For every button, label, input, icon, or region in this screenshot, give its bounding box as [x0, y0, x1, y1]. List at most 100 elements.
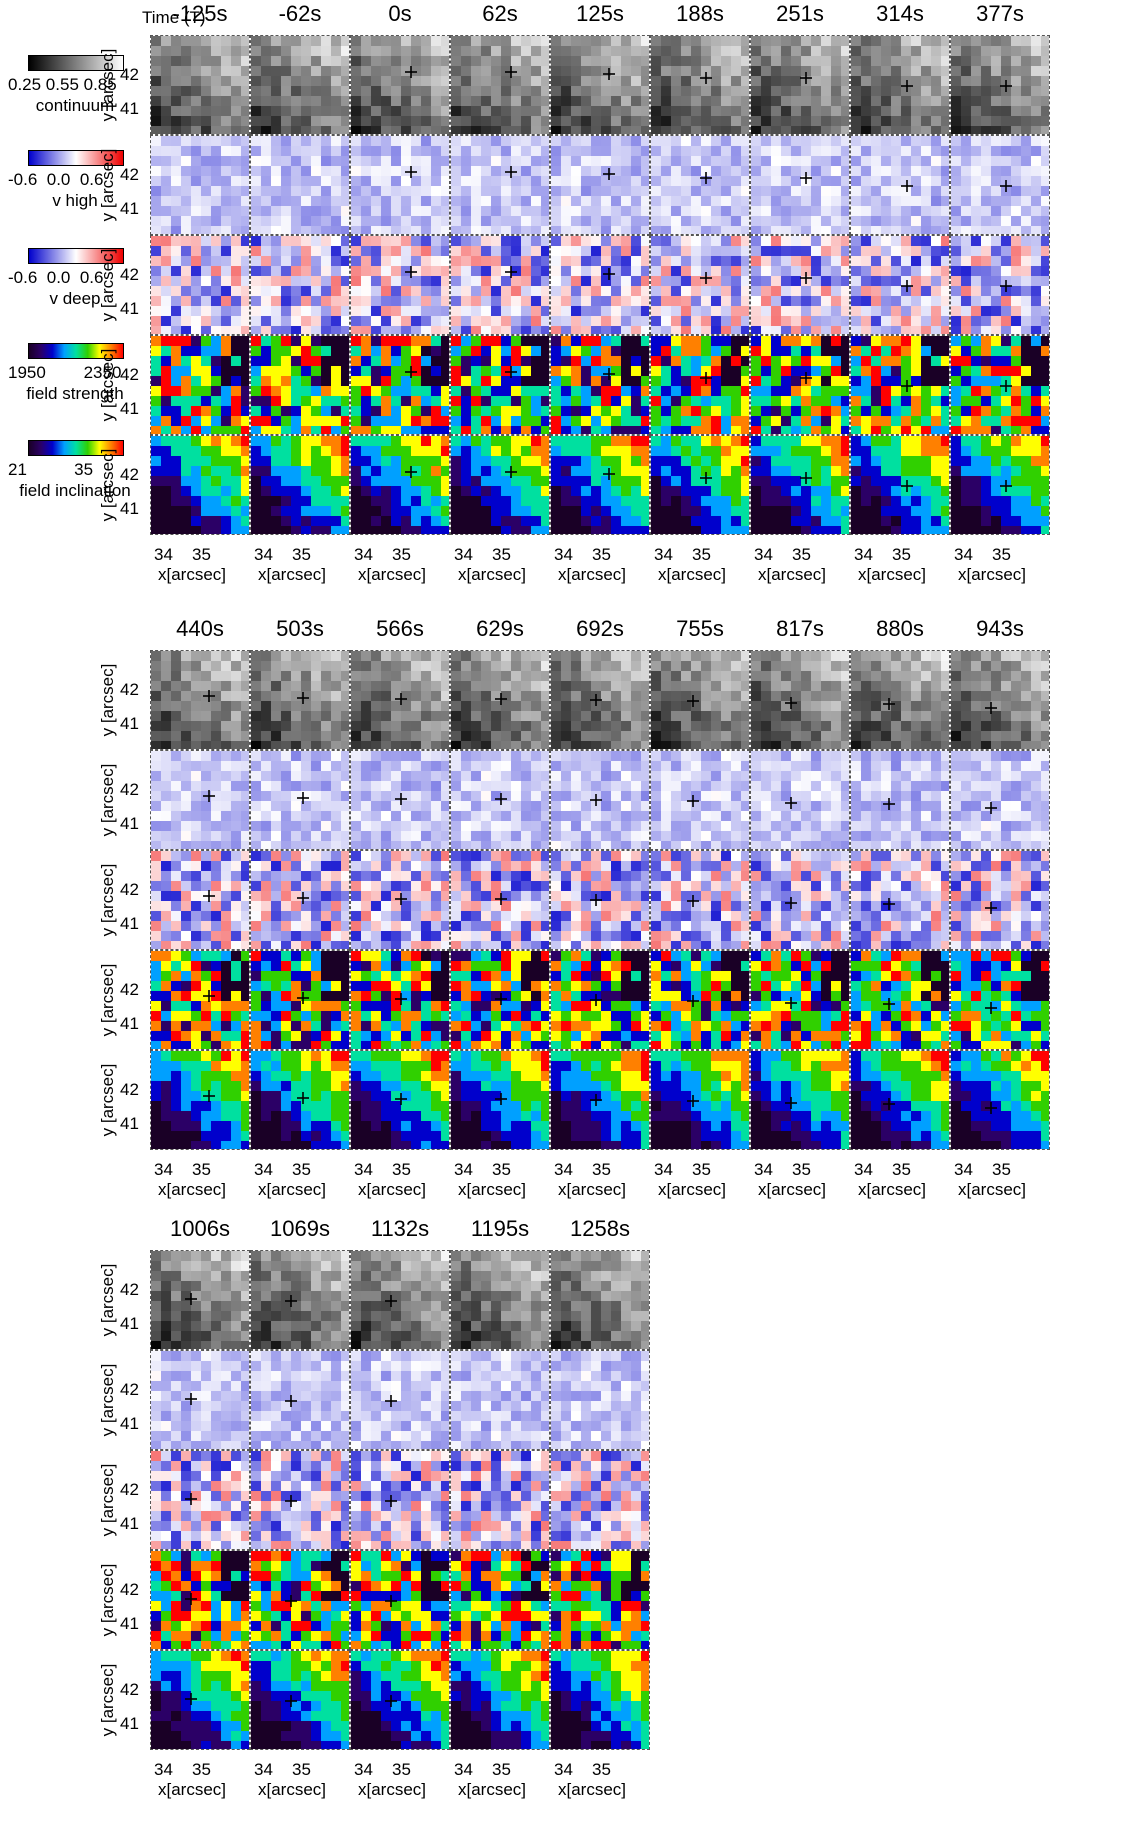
- map-cell: [801, 166, 812, 177]
- map-cell: [621, 416, 632, 427]
- map-cell: [271, 246, 282, 257]
- map-cell: [291, 76, 302, 87]
- map-cell: [161, 46, 172, 57]
- map-cell: [651, 276, 662, 287]
- map-cell: [271, 266, 282, 277]
- map-cell: [721, 396, 732, 407]
- map-cell: [281, 136, 292, 147]
- map-cell: [701, 196, 712, 207]
- map-cell: [1041, 36, 1049, 47]
- map-cell: [251, 296, 262, 307]
- map-cell: [281, 376, 292, 387]
- map-panel-field-strength: [250, 335, 350, 435]
- map-cell: [181, 176, 192, 187]
- map-cell: [311, 526, 322, 534]
- map-cell: [501, 446, 512, 457]
- map-cell: [171, 751, 182, 762]
- map-cell: [391, 166, 402, 177]
- map-cell: [231, 266, 242, 277]
- map-cell: [601, 136, 612, 147]
- map-cell: [701, 346, 712, 357]
- map-cell: [481, 56, 492, 67]
- map-cell: [1021, 206, 1032, 217]
- x-axis-label: x[arcsec]: [958, 565, 1027, 584]
- map-cell: [721, 456, 732, 467]
- map-cell: [831, 116, 842, 127]
- map-cell: [971, 326, 982, 334]
- map-cell: [461, 526, 472, 534]
- map-cell: [591, 496, 602, 507]
- map-cell: [851, 66, 862, 77]
- map-cell: [821, 286, 832, 297]
- map-cell: [541, 156, 549, 167]
- map-cell: [191, 46, 202, 57]
- map-cell: [361, 226, 372, 234]
- map-cell: [991, 306, 1002, 317]
- map-cell: [711, 266, 722, 277]
- map-cell: [171, 76, 182, 87]
- map-cell: [371, 286, 382, 297]
- map-cell: [1001, 416, 1012, 427]
- map-panel-continuum: [150, 35, 250, 135]
- map-cell: [221, 791, 232, 802]
- map-cell: [771, 306, 782, 317]
- map-cell: [911, 306, 922, 317]
- map-cell: [811, 306, 822, 317]
- map-cell: [731, 406, 742, 417]
- map-cell: [951, 426, 962, 434]
- map-cell: [721, 166, 732, 177]
- map-cell: [731, 376, 742, 387]
- map-cell: [951, 476, 962, 487]
- map-cell: [941, 156, 949, 167]
- map-cell: [371, 66, 382, 77]
- map-cell: [171, 526, 182, 534]
- map-cell: [951, 256, 962, 267]
- map-cell: [1001, 366, 1012, 377]
- map-cell: [851, 446, 862, 457]
- map-cell: [211, 446, 222, 457]
- map-cell: [561, 66, 572, 77]
- map-cell: [361, 126, 372, 134]
- map-cell: [381, 466, 392, 477]
- map-cell: [641, 316, 649, 327]
- map-cell: [241, 56, 249, 67]
- map-cell: [671, 316, 682, 327]
- map-cell: [511, 336, 522, 347]
- map-cell: [541, 206, 549, 217]
- map-cell: [501, 386, 512, 397]
- map-cell: [381, 286, 392, 297]
- map-cell: [551, 516, 562, 527]
- map-cell: [581, 336, 592, 347]
- map-cell: [251, 326, 262, 334]
- map-cell: [651, 376, 662, 387]
- map-cell: [911, 226, 922, 234]
- map-cell: [521, 356, 532, 367]
- map-cell: [751, 176, 762, 187]
- map-cell: [311, 396, 322, 407]
- map-cell: [561, 526, 572, 534]
- map-cell: [591, 126, 602, 134]
- map-cell: [491, 156, 502, 167]
- map-cell: [341, 396, 349, 407]
- map-cell: [671, 206, 682, 217]
- map-cell: [941, 116, 949, 127]
- map-cell: [171, 136, 182, 147]
- map-cell: [941, 506, 949, 517]
- map-cell: [531, 46, 542, 57]
- map-cell: [271, 236, 282, 247]
- map-cell: [471, 166, 482, 177]
- map-cell: [851, 76, 862, 87]
- map-cell: [501, 376, 512, 387]
- map-cell: [711, 66, 722, 77]
- map-cell: [221, 336, 232, 347]
- map-cell: [941, 426, 949, 434]
- map-cell: [221, 46, 232, 57]
- map-cell: [921, 236, 932, 247]
- map-cell: [681, 396, 692, 407]
- map-cell: [981, 376, 992, 387]
- map-cell: [691, 46, 702, 57]
- map-cell: [961, 246, 972, 257]
- map-cell: [881, 496, 892, 507]
- map-cell: [751, 266, 762, 277]
- map-cell: [161, 881, 172, 892]
